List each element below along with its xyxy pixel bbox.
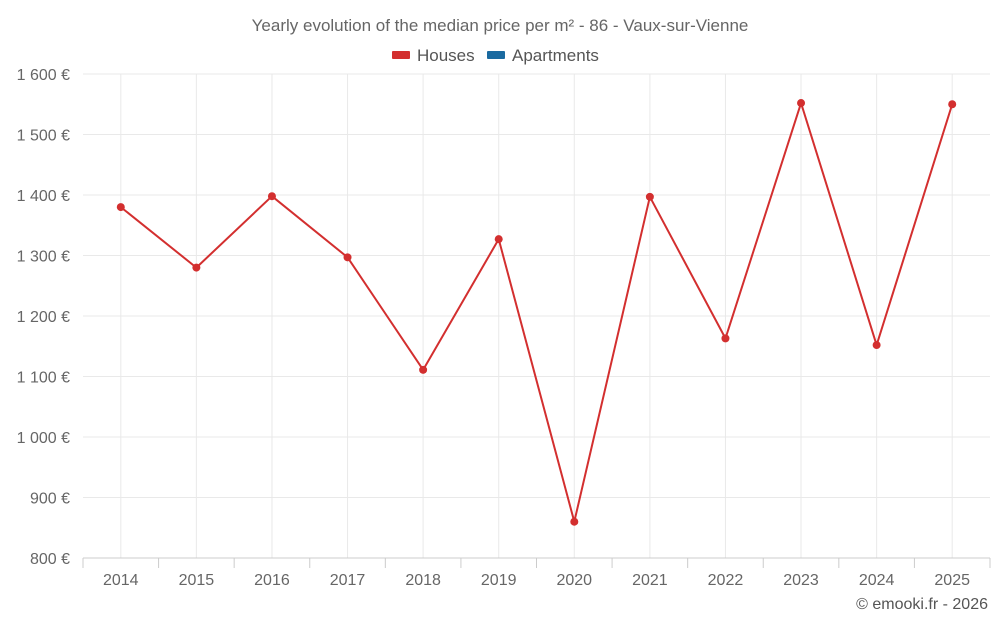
gridlines (83, 73, 990, 558)
data-point-houses (797, 99, 806, 108)
x-tick-label: 2025 (934, 572, 970, 589)
x-tick-label: 2021 (632, 572, 668, 589)
series-line-houses (120, 102, 954, 523)
legend: Houses Apartments (392, 46, 599, 65)
y-tick-label: 1 400 € (17, 188, 70, 205)
y-axis: 800 € 900 € 1 000 € 1 100 € 1 200 € 1 300 € 1 … (17, 67, 70, 568)
data-point-houses (192, 263, 201, 272)
legend-label-apartments: Apartments (512, 46, 599, 65)
x-tick-label: 2018 (405, 572, 441, 589)
x-tick-label: 2015 (179, 572, 215, 589)
y-tick-label: 1 500 € (17, 128, 70, 145)
y-tick-label: 900 € (30, 491, 70, 508)
data-point-houses (721, 334, 730, 343)
x-tick-label: 2023 (783, 572, 819, 589)
y-tick-label: 1 200 € (17, 309, 70, 326)
data-point-houses (116, 203, 125, 212)
x-tick-label: 2024 (859, 572, 895, 589)
data-point-houses (948, 100, 957, 109)
legend-swatch-apartments (487, 51, 505, 59)
data-point-houses (343, 253, 352, 262)
x-tick-label: 2016 (254, 572, 290, 589)
data-point-houses (267, 192, 276, 201)
x-tick-label: 2022 (708, 572, 744, 589)
legend-item-houses[interactable]: Houses (392, 46, 475, 65)
credit-text: © emooki.fr - 2026 (856, 596, 988, 613)
y-tick-label: 1 600 € (17, 67, 70, 84)
data-point-houses (419, 365, 428, 374)
series-houses (116, 99, 957, 526)
x-tick-label: 2019 (481, 572, 517, 589)
data-point-houses (570, 517, 579, 526)
y-tick-label: 1 000 € (17, 430, 70, 447)
legend-item-apartments[interactable]: Apartments (487, 46, 599, 65)
y-tick-label: 800 € (30, 551, 70, 568)
data-point-houses (872, 341, 881, 350)
y-tick-label: 1 300 € (17, 249, 70, 266)
data-point-houses (645, 192, 654, 201)
x-tick-label: 2017 (330, 572, 366, 589)
y-tick-label: 1 100 € (17, 370, 70, 387)
legend-label-houses: Houses (417, 46, 475, 65)
x-tick-label: 2020 (556, 572, 592, 589)
chart-title: Yearly evolution of the median price per… (252, 16, 749, 35)
legend-swatch-houses (392, 51, 410, 59)
x-tick-label: 2014 (103, 572, 139, 589)
data-point-houses (494, 235, 503, 244)
x-axis: 2014 2015 2016 2017 2018 2019 2020 2021 2022 2023… (82, 557, 991, 589)
